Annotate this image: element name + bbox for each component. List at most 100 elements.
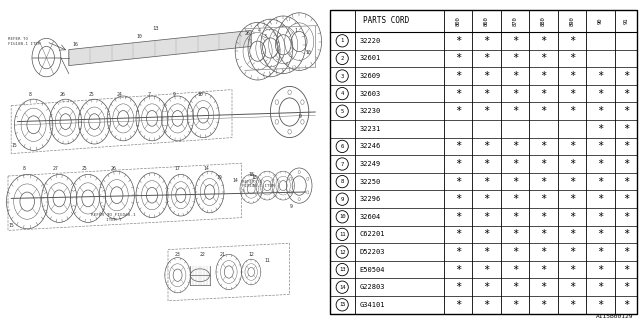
Text: 1: 1 (340, 38, 344, 43)
Text: *: * (512, 71, 518, 81)
Text: *: * (512, 247, 518, 257)
Text: *: * (597, 124, 604, 134)
Text: 8: 8 (22, 166, 26, 171)
Text: *: * (569, 53, 575, 63)
Text: *: * (597, 247, 604, 257)
Text: *: * (512, 89, 518, 99)
Text: C62201: C62201 (360, 231, 385, 237)
Text: E50504: E50504 (360, 267, 385, 273)
Text: 16: 16 (72, 42, 77, 47)
Text: *: * (454, 159, 461, 169)
Text: 4: 4 (257, 28, 260, 33)
Text: 15: 15 (339, 302, 346, 307)
Text: *: * (512, 53, 518, 63)
Text: 890: 890 (570, 16, 574, 26)
Text: *: * (623, 282, 629, 292)
Text: 10: 10 (306, 50, 311, 55)
Text: 12: 12 (339, 250, 346, 254)
Text: 860: 860 (484, 16, 489, 26)
Text: 90: 90 (598, 18, 603, 24)
Text: *: * (597, 282, 604, 292)
Text: 19: 19 (216, 175, 221, 180)
Text: *: * (483, 194, 490, 204)
Text: *: * (512, 159, 518, 169)
Text: 8: 8 (340, 179, 344, 184)
Text: *: * (623, 247, 629, 257)
Text: 32246: 32246 (360, 143, 381, 149)
Text: 880: 880 (541, 16, 546, 26)
Text: 7: 7 (147, 92, 150, 97)
Text: *: * (483, 36, 490, 46)
Text: 26: 26 (111, 166, 116, 171)
Text: 13: 13 (339, 267, 346, 272)
Text: 32609: 32609 (360, 73, 381, 79)
Text: *: * (597, 177, 604, 187)
Text: *: * (597, 194, 604, 204)
Text: REFER TO FIG140-1
ITEM 7: REFER TO FIG140-1 ITEM 7 (92, 213, 136, 222)
Text: A115B00129: A115B00129 (596, 314, 634, 319)
Text: 32231: 32231 (360, 126, 381, 132)
Text: *: * (454, 300, 461, 310)
Text: 800: 800 (455, 16, 460, 26)
Text: 9: 9 (173, 92, 176, 97)
Text: 15: 15 (11, 143, 17, 148)
Text: *: * (623, 141, 629, 151)
Text: *: * (512, 36, 518, 46)
Text: *: * (512, 177, 518, 187)
Text: *: * (540, 106, 547, 116)
Text: *: * (569, 159, 575, 169)
Text: *: * (540, 247, 547, 257)
Text: 10: 10 (136, 34, 141, 39)
Text: 22: 22 (200, 252, 205, 257)
Text: *: * (454, 229, 461, 239)
Text: *: * (597, 71, 604, 81)
Text: 26: 26 (244, 31, 250, 36)
Text: *: * (512, 282, 518, 292)
Text: *: * (454, 141, 461, 151)
Text: *: * (597, 106, 604, 116)
Text: *: * (623, 71, 629, 81)
Text: *: * (569, 106, 575, 116)
Text: *: * (569, 300, 575, 310)
Text: *: * (540, 159, 547, 169)
Text: *: * (454, 71, 461, 81)
Text: *: * (540, 71, 547, 81)
Text: *: * (483, 282, 490, 292)
Text: *: * (483, 71, 490, 81)
Text: *: * (483, 53, 490, 63)
Text: 11: 11 (339, 232, 346, 237)
Text: 14: 14 (204, 166, 209, 171)
Text: 32604: 32604 (360, 214, 381, 220)
Text: 2: 2 (340, 56, 344, 61)
Text: *: * (569, 229, 575, 239)
Text: *: * (623, 177, 629, 187)
Text: *: * (623, 212, 629, 222)
Text: *: * (623, 106, 629, 116)
Text: *: * (512, 265, 518, 275)
Text: *: * (597, 89, 604, 99)
Text: REFER TO
FIG10B-1 ITEM: REFER TO FIG10B-1 ITEM (8, 37, 40, 46)
Text: *: * (483, 212, 490, 222)
Text: *: * (540, 229, 547, 239)
Text: 14: 14 (339, 285, 346, 290)
Text: *: * (623, 124, 629, 134)
Text: 25: 25 (82, 166, 88, 171)
Text: 32296: 32296 (360, 196, 381, 202)
Text: *: * (483, 89, 490, 99)
Text: *: * (569, 265, 575, 275)
Text: 32249: 32249 (360, 161, 381, 167)
Text: *: * (483, 229, 490, 239)
Text: D52203: D52203 (360, 249, 385, 255)
Text: *: * (454, 212, 461, 222)
Text: *: * (483, 300, 490, 310)
Text: *: * (454, 53, 461, 63)
Text: *: * (623, 229, 629, 239)
Text: 32601: 32601 (360, 55, 381, 61)
Text: *: * (454, 247, 461, 257)
Text: *: * (483, 106, 490, 116)
Text: 32603: 32603 (360, 91, 381, 97)
Text: *: * (569, 177, 575, 187)
Text: *: * (483, 141, 490, 151)
Text: 26: 26 (60, 92, 65, 97)
Text: 6: 6 (340, 144, 344, 149)
